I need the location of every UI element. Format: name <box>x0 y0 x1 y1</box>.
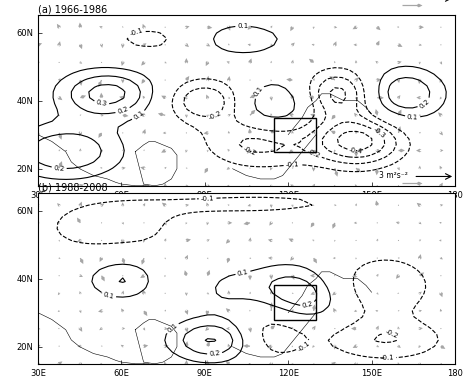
Text: (a) 1966-1986: (a) 1966-1986 <box>38 5 107 15</box>
Text: -0.1: -0.1 <box>201 195 215 202</box>
Text: 0.2: 0.2 <box>53 165 65 172</box>
Text: 0.2: 0.2 <box>301 301 314 309</box>
Text: (b) 1988-2008: (b) 1988-2008 <box>38 183 108 193</box>
Text: -0.1: -0.1 <box>381 355 394 361</box>
Text: 0.1: 0.1 <box>253 86 264 98</box>
Text: -0.2: -0.2 <box>306 149 321 159</box>
Text: 0.2: 0.2 <box>209 351 220 358</box>
Text: 0.1: 0.1 <box>132 110 145 121</box>
Text: -0.2: -0.2 <box>207 110 222 121</box>
Text: 0.1: 0.1 <box>166 322 179 334</box>
Text: -0.2: -0.2 <box>384 329 399 340</box>
Text: 0.1: 0.1 <box>102 291 115 300</box>
Text: 0.3: 0.3 <box>95 99 108 108</box>
Text: 3 m²s⁻²: 3 m²s⁻² <box>379 171 408 180</box>
Text: 3 m²s⁻²: 3 m²s⁻² <box>379 0 408 2</box>
Bar <box>274 118 316 152</box>
Text: -0.1: -0.1 <box>285 161 300 168</box>
Text: 0.2: 0.2 <box>418 98 430 110</box>
Text: 0.1: 0.1 <box>407 113 419 120</box>
Bar <box>274 286 316 320</box>
Text: -0.1: -0.1 <box>129 27 145 38</box>
Text: -0.1: -0.1 <box>297 340 311 353</box>
Text: 0.1: 0.1 <box>237 269 249 277</box>
Text: -0.3: -0.3 <box>372 126 386 140</box>
Text: -0.4: -0.4 <box>349 147 363 154</box>
Text: 0.1: 0.1 <box>237 23 248 29</box>
Text: -0.2: -0.2 <box>243 146 257 157</box>
Text: 0.2: 0.2 <box>117 106 129 115</box>
